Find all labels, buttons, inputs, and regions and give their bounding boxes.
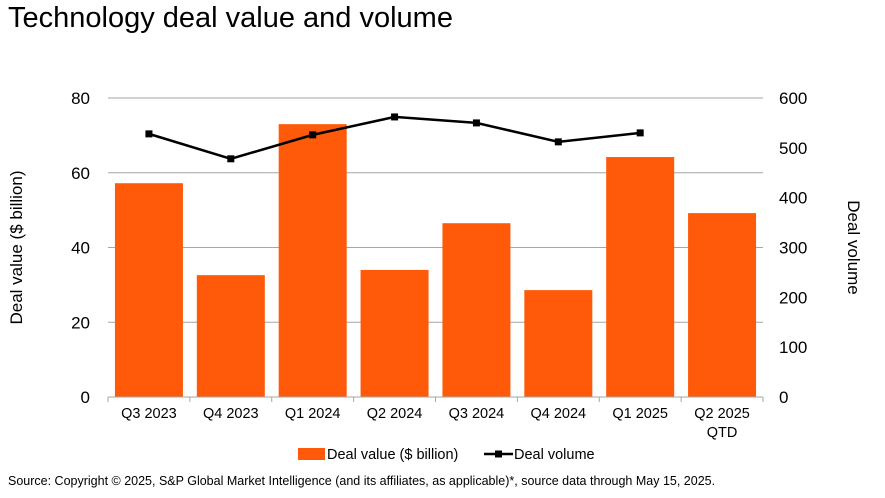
legend-swatch-deal-value <box>298 448 325 460</box>
bar <box>606 157 675 397</box>
chart-area: 0 20 40 60 80 0 100 200 300 400 500 600 Q3 2023 Q4 20… <box>7 89 863 463</box>
chart-title: Technology deal value and volume <box>8 2 453 34</box>
legend-label-deal-volume: Deal volume <box>514 447 595 463</box>
y2-tick-label: 300 <box>779 239 807 258</box>
deal-volume-marker <box>636 129 644 137</box>
bar <box>688 213 757 397</box>
y-tick-label: 0 <box>81 388 90 407</box>
deal-volume-marker <box>391 113 399 121</box>
x-tick-label: Q2 2025 <box>694 406 750 422</box>
y-axis-label: Deal value ($ billion) <box>7 170 26 324</box>
y2-tick-label: 0 <box>779 388 788 407</box>
deal-volume-line <box>148 115 641 161</box>
y2-tick-label: 100 <box>779 338 807 357</box>
x-tick-label: Q2 2024 <box>367 406 423 422</box>
y-tick-label: 40 <box>71 239 90 258</box>
deal-volume-marker <box>145 130 153 138</box>
y-tick-label: 20 <box>71 313 90 332</box>
x-tick-label: QTD <box>707 425 738 441</box>
legend-marker-deal-volume <box>495 450 502 458</box>
x-tick-label: Q3 2023 <box>121 406 177 422</box>
x-tick-label: Q1 2024 <box>285 406 341 422</box>
y-tick-label: 60 <box>71 164 90 183</box>
x-tick-label: Q3 2024 <box>449 406 505 422</box>
y2-tick-label: 200 <box>779 288 807 307</box>
deal-volume-marker <box>309 131 317 139</box>
y2-tick-label: 400 <box>779 189 807 208</box>
bar <box>442 223 511 397</box>
legend-label-deal-value: Deal value ($ billion) <box>327 447 458 463</box>
y-tick-label: 80 <box>71 89 90 108</box>
deal-volume-marker <box>472 119 480 127</box>
bar <box>114 183 183 397</box>
bar <box>278 124 347 397</box>
x-tick-label: Q4 2023 <box>203 406 259 422</box>
bar <box>360 269 429 397</box>
bar <box>524 290 593 397</box>
y2-tick-label: 600 <box>779 89 807 108</box>
source-note: Source: Copyright © 2025, S&P Global Mar… <box>8 474 716 488</box>
y2-tick-label: 500 <box>779 139 807 158</box>
bar <box>196 275 265 397</box>
x-tick-label: Q4 2024 <box>530 406 586 422</box>
x-tick-label: Q1 2025 <box>612 406 668 422</box>
deal-volume-marker <box>227 155 235 163</box>
y2-axis-label: Deal volume <box>844 200 863 295</box>
deal-volume-marker <box>554 138 562 146</box>
